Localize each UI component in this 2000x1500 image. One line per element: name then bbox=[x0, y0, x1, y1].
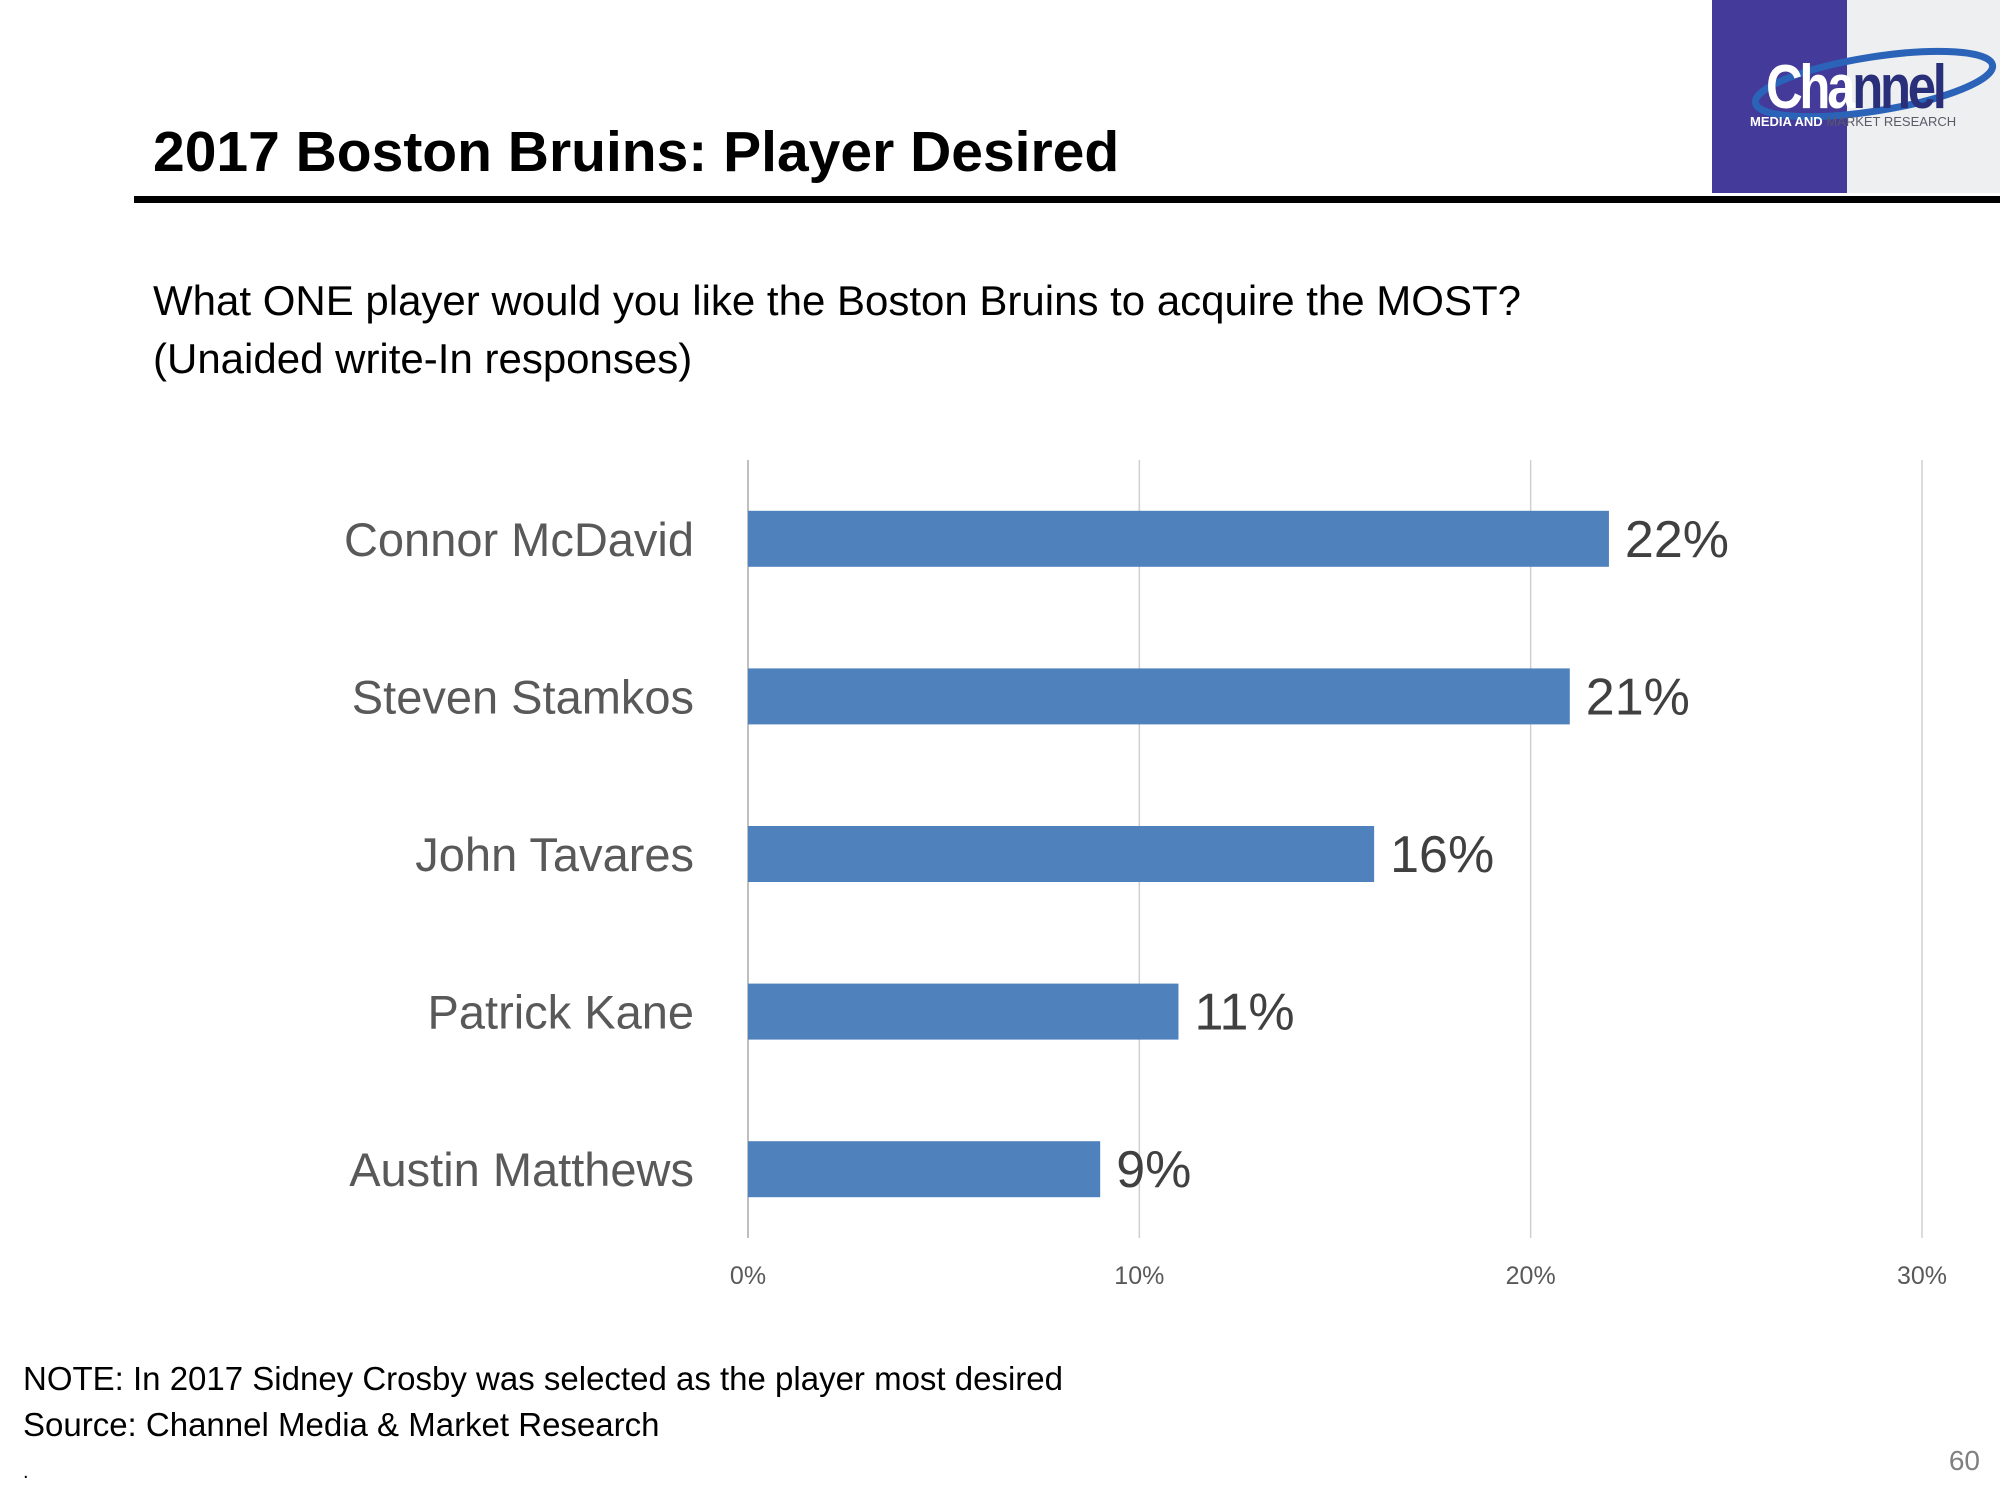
slide-title: 2017 Boston Bruins: Player Desired bbox=[153, 120, 1120, 184]
data-label: 11% bbox=[1194, 984, 1294, 1042]
note-text: NOTE: In 2017 Sidney Crosby was selected… bbox=[23, 1360, 1063, 1397]
survey-question: What ONE player would you like the Bosto… bbox=[153, 272, 1521, 388]
data-label: 21% bbox=[1586, 668, 1690, 726]
logo-tagline: MEDIA AND MARKET RESEARCH bbox=[1750, 114, 1956, 130]
logo-word-part1: Cha bbox=[1766, 53, 1855, 122]
data-label: 9% bbox=[1116, 1141, 1191, 1199]
footer-dot: . bbox=[23, 1461, 29, 1483]
title-rule bbox=[134, 196, 2000, 203]
logo-word-part2: nnel bbox=[1852, 53, 1947, 122]
category-label: Connor McDavid bbox=[344, 513, 694, 566]
category-label: John Tavares bbox=[415, 828, 694, 881]
logo-tagline-part2: MARKET RESEARCH bbox=[1826, 114, 1957, 129]
footnote: NOTE: In 2017 Sidney Crosby was selected… bbox=[23, 1356, 1063, 1448]
logo-tagline-part1: MEDIA AND bbox=[1750, 114, 1823, 129]
source-text: Source: Channel Media & Market Research bbox=[23, 1406, 660, 1443]
bar bbox=[748, 510, 1609, 567]
page-number: 60 bbox=[1948, 1445, 1980, 1476]
x-tick-label: 20% bbox=[1506, 1262, 1556, 1290]
channel-logo: Channel MEDIA AND MARKET RESEARCH bbox=[1712, 0, 2000, 193]
logo-swoosh-icon bbox=[1751, 47, 1997, 121]
x-tick-label: 30% bbox=[1897, 1262, 1947, 1290]
logo-wordmark: Channel bbox=[1766, 48, 1947, 128]
category-label: Austin Matthews bbox=[349, 1143, 694, 1196]
bar bbox=[748, 1141, 1101, 1198]
category-label: Patrick Kane bbox=[428, 986, 694, 1039]
bar bbox=[748, 826, 1375, 882]
bar bbox=[748, 668, 1570, 725]
data-label: 22% bbox=[1625, 511, 1729, 569]
logo-left-panel bbox=[1712, 0, 1847, 193]
logo-right-panel bbox=[1847, 0, 2000, 193]
x-tick-label: 10% bbox=[1114, 1262, 1164, 1290]
bar bbox=[748, 983, 1179, 1040]
question-line-2: (Unaided write-In responses) bbox=[153, 335, 693, 382]
category-label: Steven Stamkos bbox=[352, 670, 694, 723]
question-line-1: What ONE player would you like the Bosto… bbox=[153, 277, 1521, 324]
data-label: 16% bbox=[1390, 826, 1494, 884]
x-tick-label: 0% bbox=[730, 1262, 766, 1290]
